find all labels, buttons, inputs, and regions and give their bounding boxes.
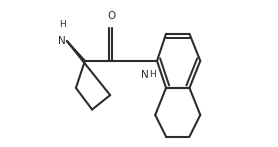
Text: O: O — [108, 11, 116, 21]
Text: H: H — [59, 20, 66, 29]
Text: H: H — [149, 70, 156, 79]
Text: N: N — [141, 70, 148, 80]
Text: N: N — [58, 36, 66, 46]
